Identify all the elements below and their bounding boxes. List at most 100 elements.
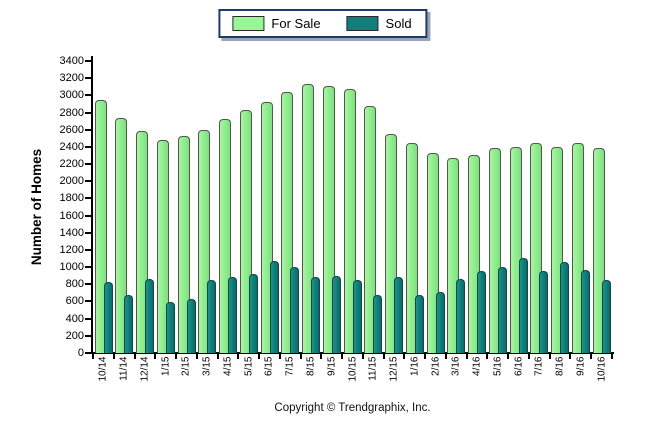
x-axis-tick-label: 4/16 xyxy=(471,356,483,376)
x-axis-tick xyxy=(133,354,136,359)
bar-sold xyxy=(103,281,113,353)
x-axis-tick xyxy=(278,354,281,359)
bar-sold xyxy=(352,280,362,353)
bar-sold xyxy=(497,267,507,353)
y-axis-tick xyxy=(85,145,91,148)
bar-sold xyxy=(165,302,175,353)
x-axis-tick xyxy=(611,354,613,359)
bar-sold xyxy=(269,261,279,353)
x-axis-tick xyxy=(382,354,385,359)
x-axis-tick-label: 11/14 xyxy=(118,356,130,381)
x-axis-tick xyxy=(527,354,530,359)
legend-label-sold: Sold xyxy=(385,16,412,31)
x-axis-tick xyxy=(341,354,344,359)
x-axis-tick-label: 7/16 xyxy=(533,356,545,376)
y-axis-tick xyxy=(85,266,91,269)
y-axis-tick-label: 2000 xyxy=(59,175,84,188)
x-axis-tick-label: 1/16 xyxy=(409,356,421,376)
bar-sold xyxy=(373,295,383,353)
legend-item-for-sale: For Sale xyxy=(232,16,321,31)
x-axis-tick xyxy=(154,354,157,359)
bar-sold xyxy=(435,292,445,353)
bar-sold xyxy=(560,261,570,353)
x-axis-tick xyxy=(444,354,447,359)
plot-area xyxy=(93,61,612,353)
y-axis-tick-label: 1000 xyxy=(59,261,84,274)
x-axis-tick xyxy=(237,354,240,359)
copyright-text: Copyright © Trendgraphix, Inc. xyxy=(274,402,431,414)
x-axis-tick-label: 6/15 xyxy=(263,356,275,376)
y-axis-tick xyxy=(85,283,91,286)
y-axis-tick xyxy=(85,77,91,80)
x-axis-tick xyxy=(361,354,364,359)
x-axis-tick-label: 3/16 xyxy=(450,356,462,376)
bar-sold xyxy=(290,267,300,353)
x-axis-tick-label: 12/15 xyxy=(388,356,400,382)
y-axis-tick xyxy=(85,180,91,183)
bar-sold xyxy=(207,280,217,353)
x-axis-tick-label: 2/16 xyxy=(430,356,442,376)
x-axis-tick xyxy=(569,354,572,359)
x-axis-tick-label: 2/15 xyxy=(180,356,192,376)
y-axis-tick xyxy=(85,300,91,303)
y-axis-tick xyxy=(85,214,91,217)
x-axis-tick xyxy=(507,354,510,359)
x-axis-tick xyxy=(465,354,468,359)
y-axis-tick-label: 1600 xyxy=(59,209,84,222)
legend-swatch-for-sale xyxy=(232,16,265,31)
x-axis-tick-label: 9/15 xyxy=(326,356,338,376)
x-axis-tick-label: 12/14 xyxy=(139,356,151,382)
y-axis-tick xyxy=(85,94,91,97)
bar-sold xyxy=(311,277,321,353)
y-axis-tick xyxy=(85,111,91,114)
bar-sold xyxy=(124,295,134,353)
x-axis-tick-label: 8/15 xyxy=(305,356,317,376)
y-axis-tick-label: 1800 xyxy=(59,192,84,205)
bar-sold xyxy=(414,295,424,353)
y-axis-tick-label: 3200 xyxy=(59,72,84,85)
y-axis-tick-label: 200 xyxy=(65,329,84,342)
x-axis-tick xyxy=(175,354,178,359)
y-axis-tick-label: 2600 xyxy=(59,123,84,136)
bar-sold xyxy=(518,257,528,353)
bar-sold xyxy=(601,280,611,353)
bar-sold xyxy=(394,276,404,353)
y-axis-tick-label: 2200 xyxy=(59,158,84,171)
x-axis-tick-label: 5/15 xyxy=(243,356,255,376)
bar-for-sale xyxy=(156,140,169,353)
x-axis-tick-label: 9/16 xyxy=(575,356,587,376)
x-axis-tick xyxy=(92,354,94,359)
x-axis-tick xyxy=(299,354,302,359)
x-axis-tick xyxy=(403,354,406,359)
x-axis-tick-label: 7/15 xyxy=(284,356,296,376)
y-axis-tick-label: 800 xyxy=(65,278,84,291)
legend-swatch-sold xyxy=(346,16,379,31)
x-axis-tick xyxy=(112,354,115,359)
x-axis-tick-label: 10/16 xyxy=(596,356,608,382)
bar-sold xyxy=(331,275,341,353)
x-axis-tick xyxy=(424,354,427,359)
y-axis-tick-label: 0 xyxy=(77,347,84,359)
y-axis-tick-label: 1200 xyxy=(59,243,84,256)
y-axis-tick-label: 600 xyxy=(65,295,84,308)
y-axis-tick xyxy=(85,317,91,320)
x-axis-tick xyxy=(548,354,551,359)
y-axis-tick xyxy=(85,231,91,234)
y-axis-tick-label: 3000 xyxy=(59,89,84,102)
y-axis-tick xyxy=(85,60,91,62)
y-axis-tick xyxy=(85,248,91,251)
x-axis-tick-label: 8/16 xyxy=(554,356,566,376)
bar-sold xyxy=(580,269,590,353)
y-axis-tick xyxy=(85,163,91,166)
bar-sold xyxy=(186,298,196,353)
bar-for-sale xyxy=(115,117,128,353)
y-axis-tick xyxy=(85,352,91,354)
y-axis-tick-label: 2800 xyxy=(59,106,84,119)
legend-label-for-sale: For Sale xyxy=(271,16,321,31)
x-axis-tick-label: 11/15 xyxy=(367,356,379,381)
y-axis-tick xyxy=(85,334,91,337)
bar-sold xyxy=(477,271,487,353)
bar-for-sale xyxy=(177,135,190,353)
